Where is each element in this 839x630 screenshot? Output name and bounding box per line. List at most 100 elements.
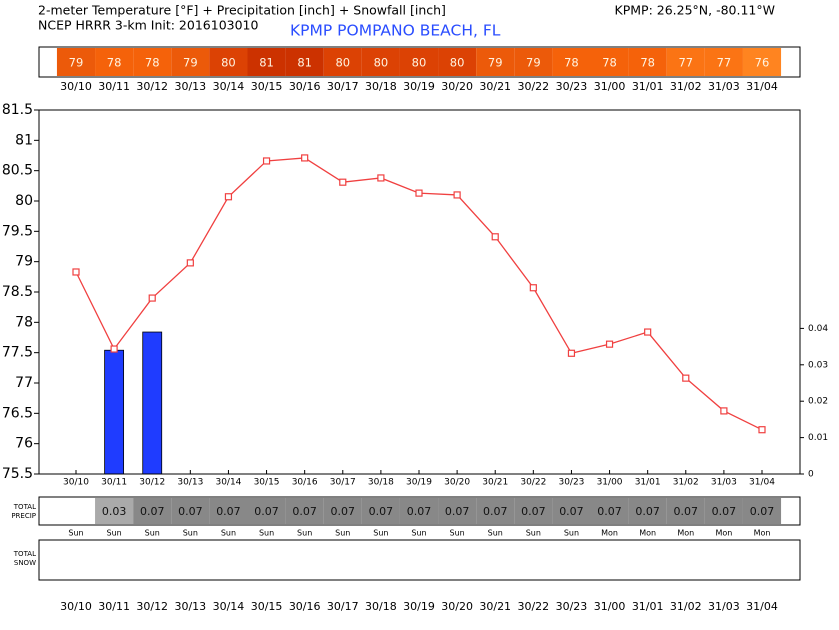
temperature-marker: [72, 268, 80, 276]
temperature-label: 81: [259, 56, 274, 70]
precip-cell: [514, 498, 553, 524]
x-tick-label: 30/14: [215, 478, 241, 488]
day-label: Sun: [221, 529, 236, 538]
temperature-label: 77: [678, 56, 693, 70]
temperature-label: 80: [412, 56, 427, 70]
strip-time-label: 31/01: [632, 80, 664, 93]
snow-frame: [38, 539, 801, 581]
strip-time-label: 31/00: [594, 80, 626, 93]
strip-time-label: 30/14: [213, 80, 245, 93]
x-tick-label: 30/18: [368, 478, 394, 488]
day-label: Sun: [450, 529, 465, 538]
temperature-cell: [552, 48, 591, 76]
temperature-cell: [704, 48, 743, 76]
day-label: Mon: [639, 529, 656, 538]
temperature-label: 79: [69, 56, 84, 70]
x-tick-label: 30/17: [330, 478, 356, 488]
precip-cell: [666, 498, 705, 524]
day-label: Sun: [183, 529, 198, 538]
strip-time-label: 30/21: [479, 80, 511, 93]
strip-time-label: 30/20: [441, 80, 473, 93]
precip-cell: [95, 498, 134, 524]
title: 2-meter Temperature [°F] + Precipitation…: [38, 3, 446, 18]
temperature-marker: [224, 193, 233, 201]
precip-cell: [247, 498, 286, 524]
temperature-label: 78: [564, 56, 579, 70]
precip-row-label: TOTAL: [13, 503, 36, 511]
y-tick-label: 79.5: [2, 223, 33, 239]
y-tick-label: 80.5: [2, 163, 33, 179]
temperature-cell: [742, 48, 782, 76]
temperature-cell: [56, 48, 96, 76]
day-label: Mon: [601, 529, 618, 538]
temperature-label: 80: [335, 56, 350, 70]
temperature-cell: [209, 48, 248, 76]
precip-label: 0.07: [216, 505, 241, 518]
bottom-time-label: 30/16: [289, 600, 321, 613]
x-tick-label: 30/23: [558, 478, 584, 488]
strip-time-label: 30/10: [60, 80, 92, 93]
day-label: Sun: [564, 529, 579, 538]
location: KPMP: 26.25°N, -80.11°W: [615, 3, 775, 18]
precip-label: 0.07: [445, 505, 470, 518]
precip-cell: [628, 498, 667, 524]
x-tick-label: 31/02: [673, 478, 699, 488]
temperature-cell: [285, 48, 324, 76]
temperature-marker: [758, 426, 766, 434]
precip-cell: [590, 498, 629, 524]
precip-cell: [438, 498, 477, 524]
strip-time-label: 30/15: [251, 80, 283, 93]
temperature-marker: [529, 284, 537, 292]
strip-time-label: 30/23: [556, 80, 588, 93]
precip-cell: [171, 498, 210, 524]
precip-cell: [323, 498, 362, 524]
x-tick-label: 30/15: [254, 478, 280, 488]
precip-row-label: PRECIP: [11, 512, 36, 520]
temperature-label: 80: [450, 56, 465, 70]
temperature-marker: [415, 189, 423, 197]
temperature-marker: [720, 407, 728, 415]
temperature-label: 77: [717, 56, 732, 70]
day-label: Sun: [411, 529, 426, 538]
x-tick-label: 31/00: [597, 478, 623, 488]
temperature-label: 81: [297, 56, 312, 70]
temperature-cell: [476, 48, 515, 76]
temperature-cell: [514, 48, 553, 76]
strip-time-label: 30/16: [289, 80, 321, 93]
strip-time-label: 30/19: [403, 80, 435, 93]
precip-cell: [704, 498, 743, 524]
temperature-label: 80: [374, 56, 389, 70]
plot-frame: [38, 109, 801, 475]
bottom-time-label: 30/11: [98, 600, 130, 613]
temperature-marker: [682, 374, 690, 382]
temperature-marker: [605, 340, 614, 348]
temperature-cell: [133, 48, 172, 76]
temperature-label: 78: [107, 56, 122, 70]
y-tick-label: 81.5: [2, 102, 33, 118]
snow-row-label: SNOW: [14, 559, 36, 567]
day-label: Sun: [373, 529, 388, 538]
y-tick-label: 78: [15, 314, 33, 330]
x-tick-label: 31/01: [635, 478, 661, 488]
temperature-cell: [438, 48, 477, 76]
precip-label: 0.07: [674, 505, 699, 518]
y-tick-label: 77.5: [2, 345, 33, 361]
precip-cell: [56, 498, 96, 524]
precip-cell: [399, 498, 439, 524]
precip-cell: [285, 498, 324, 524]
bottom-time-label: 30/20: [441, 600, 473, 613]
temperature-cell: [590, 48, 629, 76]
bottom-time-label: 30/10: [60, 600, 92, 613]
temperature-label: 78: [602, 56, 617, 70]
y2-tick-label: 0: [808, 470, 814, 480]
temperature-label: 79: [488, 56, 503, 70]
temperature-cell: [666, 48, 705, 76]
strip-time-label: 30/12: [136, 80, 168, 93]
strip-time-label: 31/02: [670, 80, 702, 93]
temperature-label: 78: [640, 56, 655, 70]
bottom-time-label: 31/00: [594, 600, 626, 613]
y2-tick-label: 0.02: [808, 397, 828, 407]
y2-tick-label: 0.04: [808, 324, 828, 334]
temperature-label: 76: [755, 56, 770, 70]
precip-cell: [476, 498, 515, 524]
